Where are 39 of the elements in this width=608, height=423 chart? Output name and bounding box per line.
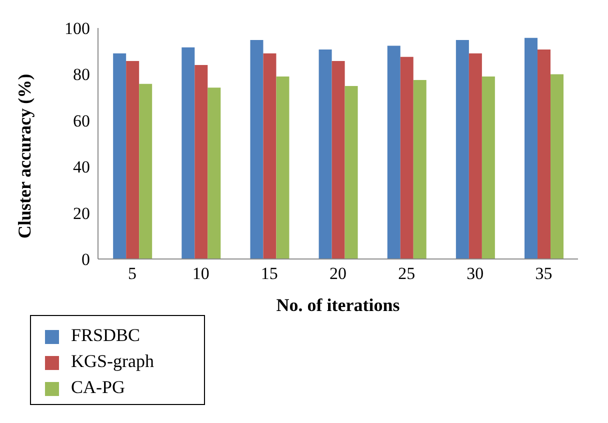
y-tick-label: 20	[73, 204, 90, 223]
bar	[250, 40, 264, 259]
bar	[413, 80, 426, 259]
bar	[456, 40, 469, 259]
legend-label: FRSDBC	[71, 325, 140, 345]
bar	[182, 47, 195, 259]
bar	[468, 53, 482, 259]
bar	[276, 76, 290, 259]
x-tick-label: 30	[466, 264, 484, 284]
legend-label: KGS-graph	[71, 351, 154, 371]
y-tick-label: 80	[73, 65, 90, 84]
x-axis-title: No. of iterations	[276, 295, 400, 315]
bar	[344, 86, 358, 259]
legend-label: CA-PG	[71, 377, 126, 397]
x-tick-label: 15	[260, 264, 278, 284]
x-tick-label: 35	[535, 264, 552, 284]
x-tick-label: 25	[398, 264, 416, 284]
x-tick-label: 10	[192, 264, 210, 284]
bar	[538, 49, 551, 259]
bar	[263, 53, 276, 259]
bar	[208, 88, 221, 259]
bar	[139, 84, 152, 259]
bar	[318, 49, 332, 259]
bar	[400, 56, 414, 259]
y-tick-label: 60	[73, 111, 90, 130]
bar	[387, 46, 400, 259]
y-tick-label: 100	[64, 19, 90, 38]
bar	[194, 64, 208, 259]
bar	[113, 53, 126, 259]
y-tick-label: 0	[82, 250, 90, 270]
bar	[524, 38, 538, 259]
bar	[332, 61, 345, 259]
y-axis-title: Cluster accuracy (%)	[14, 74, 34, 238]
bar	[482, 76, 495, 259]
x-tick-label: 20	[330, 264, 346, 284]
x-tick-label: 5	[128, 264, 137, 284]
y-tick-label: 40	[73, 158, 90, 177]
bar	[550, 74, 564, 259]
bar	[126, 61, 140, 259]
